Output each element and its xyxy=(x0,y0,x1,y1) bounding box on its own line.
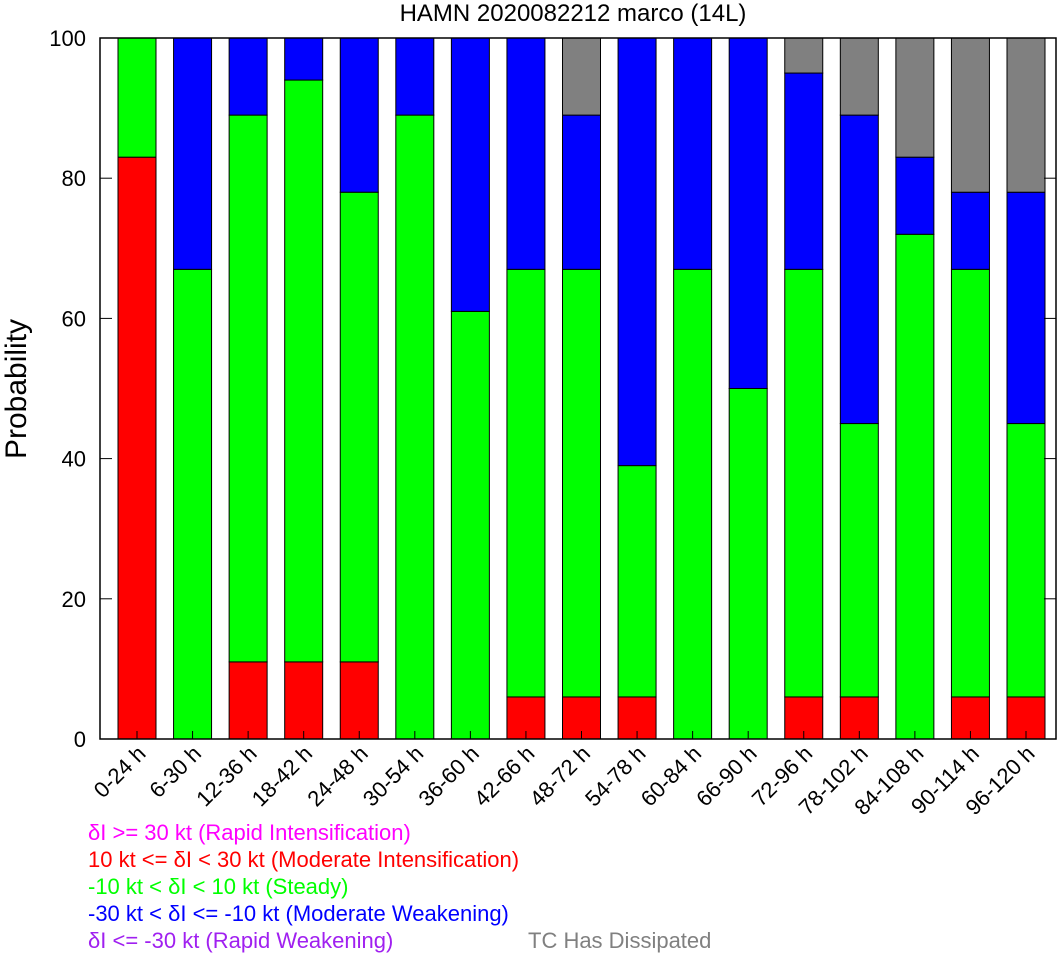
bar-segment-st-12 xyxy=(784,268,824,698)
chart-title: HAMN 2020082212 marco (14L) xyxy=(400,0,747,27)
bar-segment-st-3 xyxy=(284,79,324,663)
bar-segment-td-8 xyxy=(562,37,601,116)
x-ticks-group: 0-24 h6-30 h12-36 h18-42 h24-48 h30-54 h… xyxy=(89,731,1040,820)
bar-segment-mw-1 xyxy=(173,37,213,270)
bar-segment-mw-16 xyxy=(1006,191,1046,425)
bar-segment-mw-13 xyxy=(839,114,879,425)
bar-segment-mi-0 xyxy=(117,156,157,740)
bars-group xyxy=(117,37,1046,740)
legend-steady: -10 kt < δI < 10 kt (Steady) xyxy=(88,874,349,899)
legend-moderate-weakening: -30 kt < δI <= -10 kt (Moderate Weakenin… xyxy=(88,901,509,926)
y-tick-label-4: 80 xyxy=(62,166,86,191)
x-tick-label-8: 48-72 h xyxy=(525,741,595,811)
bar-segment-mw-6 xyxy=(450,37,490,312)
bar-segment-mw-10 xyxy=(673,37,713,270)
bar-segment-mw-4 xyxy=(339,37,379,193)
bar-segment-mw-2 xyxy=(228,37,268,116)
bar-segment-td-15 xyxy=(950,37,990,193)
bar-segment-st-15 xyxy=(950,268,990,698)
bar-segment-st-1 xyxy=(173,268,213,740)
bar-segment-mi-3 xyxy=(284,661,324,740)
legend-moderate-intensification: 10 kt <= δI < 30 kt (Moderate Intensific… xyxy=(88,847,520,872)
bar-segment-st-10 xyxy=(673,268,713,740)
bar-segment-mw-11 xyxy=(728,37,768,389)
bar-segment-mw-8 xyxy=(562,114,601,270)
bar-segment-st-13 xyxy=(839,423,879,698)
y-ticks-group: 0 20 40 60 80 100 xyxy=(49,26,1056,752)
x-tick-label-4: 24-48 h xyxy=(302,741,372,811)
y-tick-label-0: 0 xyxy=(74,727,86,752)
bar-segment-st-16 xyxy=(1006,423,1046,698)
x-tick-label-9: 54-78 h xyxy=(580,741,650,811)
bar-segment-td-12 xyxy=(784,37,824,74)
bar-segment-mw-9 xyxy=(617,37,657,467)
bar-segment-st-7 xyxy=(506,268,546,698)
bar-segment-st-0 xyxy=(117,37,157,158)
bar-segment-mw-12 xyxy=(784,72,824,270)
y-tick-label-3: 60 xyxy=(62,306,86,331)
bar-segment-td-13 xyxy=(839,37,879,116)
bar-segment-st-5 xyxy=(395,114,435,740)
bar-segment-mi-4 xyxy=(339,661,379,740)
bar-segment-mw-14 xyxy=(895,156,935,235)
bar-segment-st-6 xyxy=(450,310,490,740)
bar-segment-st-9 xyxy=(617,465,657,698)
x-tick-label-5: 30-54 h xyxy=(358,741,428,811)
legend-rapid-weakening: δI <= -30 kt (Rapid Weakening) xyxy=(88,928,394,953)
plot-frame xyxy=(99,37,1057,740)
x-tick-label-11: 66-90 h xyxy=(691,741,761,811)
bar-segment-st-4 xyxy=(339,191,379,663)
legend-rapid-intensification: δI >= 30 kt (Rapid Intensification) xyxy=(88,820,411,845)
x-tick-label-0: 0-24 h xyxy=(89,741,151,803)
bar-segment-td-16 xyxy=(1006,37,1046,193)
bar-segment-st-11 xyxy=(728,388,768,740)
bar-segment-mw-5 xyxy=(395,37,435,116)
y-axis-label: Probability xyxy=(0,319,33,459)
x-tick-label-6: 36-60 h xyxy=(413,741,483,811)
x-tick-label-2: 12-36 h xyxy=(191,741,261,811)
x-tick-label-10: 60-84 h xyxy=(636,741,706,811)
bar-segment-td-14 xyxy=(895,37,935,158)
bar-segment-st-14 xyxy=(895,233,935,740)
bar-segment-st-2 xyxy=(228,114,268,663)
bar-segment-mw-7 xyxy=(506,37,546,270)
bar-segment-st-8 xyxy=(562,268,601,698)
legend-tc-dissipated: TC Has Dissipated xyxy=(528,928,712,953)
x-tick-label-3: 18-42 h xyxy=(247,741,317,811)
y-tick-label-1: 20 xyxy=(62,587,86,612)
bar-segment-mw-15 xyxy=(950,191,990,270)
bar-segment-mw-3 xyxy=(284,37,324,81)
x-tick-label-7: 42-66 h xyxy=(469,741,539,811)
bar-segment-mi-2 xyxy=(228,661,268,740)
y-tick-label-2: 40 xyxy=(62,447,86,472)
y-tick-label-5: 100 xyxy=(49,26,86,51)
